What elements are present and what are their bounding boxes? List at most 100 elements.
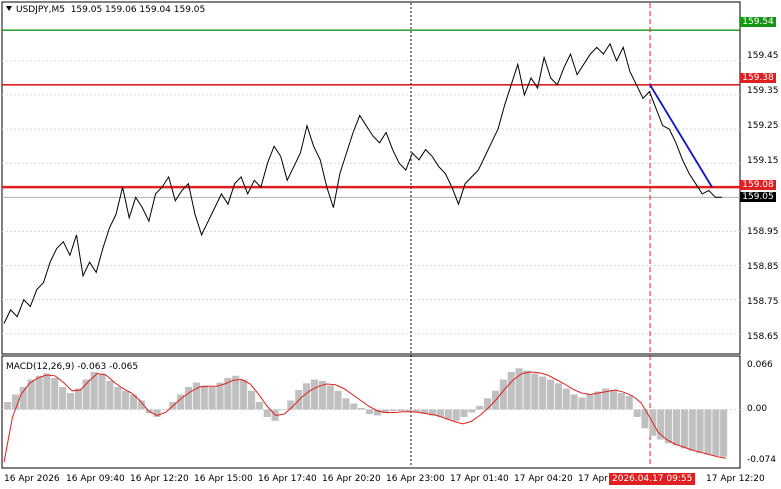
macd-histogram-bar: [688, 409, 696, 451]
macd-histogram-bar: [617, 393, 625, 410]
time-label: 16 Apr 15:00: [194, 474, 253, 484]
time-label: 16 Apr 09:40: [66, 474, 125, 484]
ohlc-values: 159.05 159.06 159.04 159.05: [70, 5, 206, 15]
macd-histogram-bar: [578, 397, 586, 410]
time-label: 17 Apr 0: [578, 474, 617, 484]
macd-histogram-bar: [460, 409, 468, 417]
macd-histogram-bar: [90, 372, 98, 410]
macd-histogram-bar: [452, 409, 460, 421]
price-tick: 159.25: [747, 121, 779, 131]
macd-histogram-bar: [484, 398, 492, 410]
macd-histogram-bar: [672, 409, 680, 446]
price-tick: 159.45: [747, 51, 779, 61]
macd-histogram-bar: [468, 409, 476, 413]
macd-histogram-bar: [696, 409, 704, 453]
time-label: 16 Apr 20:20: [322, 474, 381, 484]
time-label: 16 Apr 17:40: [258, 474, 317, 484]
macd-histogram-bar: [303, 383, 311, 410]
macd-histogram-bar: [318, 381, 326, 410]
macd-histogram-bar: [413, 409, 421, 413]
macd-histogram-bar: [122, 390, 130, 410]
macd-histogram-bar: [515, 368, 523, 410]
macd-histogram-bar: [59, 387, 67, 410]
macd-histogram-bar: [665, 409, 673, 444]
level-tag-red-upper: 159.38: [740, 73, 776, 83]
macd-histogram-bar: [712, 409, 720, 456]
caret-down-icon[interactable]: [6, 6, 12, 11]
macd-histogram-bar: [633, 409, 641, 417]
macd-histogram-bar: [185, 387, 193, 410]
price-tick: 158.85: [747, 262, 779, 272]
macd-histogram-bar: [279, 409, 287, 410]
macd-histogram-bar: [350, 403, 358, 410]
macd-histogram-bar: [523, 370, 531, 410]
crosshair-time-label: 2026.04.17 09:55: [609, 473, 696, 485]
macd-histogram-bar: [531, 373, 539, 410]
macd-histogram-bar: [610, 390, 618, 410]
macd-histogram-bar: [248, 390, 256, 410]
symbol-label: USDJPY,M5: [16, 5, 65, 15]
macd-histogram-bar: [704, 409, 712, 455]
macd-tick: -0.074: [747, 455, 777, 465]
macd-histogram-bar: [232, 375, 240, 410]
macd-histogram-bar: [499, 379, 507, 410]
current-price-tag: 159.05: [740, 192, 776, 202]
macd-histogram-bar: [680, 409, 688, 449]
macd-histogram-bar: [4, 402, 12, 410]
price-line: [3, 42, 722, 324]
macd-histogram-bar: [27, 379, 35, 410]
time-label: 17 Apr 04:20: [514, 474, 573, 484]
macd-histogram-bar: [161, 409, 169, 410]
macd-histogram-bar: [554, 383, 562, 410]
macd-pane-frame: [1, 355, 741, 469]
macd-histogram-bar: [177, 394, 185, 410]
macd-histogram-bar: [192, 382, 200, 410]
macd-histogram-bar: [594, 391, 602, 410]
chart-title: USDJPY,M5 159.05 159.06 159.04 159.05: [6, 5, 205, 15]
macd-histogram-bar: [641, 409, 649, 429]
macd-histogram-bar: [586, 394, 594, 410]
macd-histogram-bar: [263, 409, 271, 417]
macd-histogram-bar: [240, 379, 248, 410]
macd-histogram-bar: [570, 394, 578, 410]
macd-histogram-bar: [114, 387, 122, 410]
macd-histogram-bar: [507, 372, 515, 410]
time-label: 17 Apr 12:20: [706, 474, 765, 484]
macd-histogram-bar: [429, 409, 437, 416]
macd-histogram-bar: [51, 378, 59, 410]
macd-histogram-bar: [11, 394, 19, 410]
macd-histogram-bar: [342, 398, 350, 410]
macd-label: MACD(12,26,9) -0.063 -0.065: [6, 362, 139, 372]
macd-histogram-bar: [98, 373, 106, 410]
price-tick: 158.95: [747, 227, 779, 237]
price-tick: 159.15: [747, 156, 779, 166]
price-tick: 158.75: [747, 297, 779, 307]
macd-histogram-bar: [562, 388, 570, 410]
macd-histogram-bar: [19, 387, 27, 410]
price-tick: 159.35: [747, 86, 779, 96]
macd-histogram-bar: [35, 375, 43, 410]
macd-histogram-bar: [720, 409, 728, 457]
macd-histogram-bar: [373, 409, 381, 416]
macd-histogram-bar: [657, 409, 665, 440]
macd-histogram-bar: [436, 409, 444, 417]
price-tick: 158.65: [747, 332, 779, 342]
macd-histogram-bar: [444, 409, 452, 420]
macd-histogram-bar: [216, 382, 224, 410]
macd-histogram-bar: [547, 379, 555, 410]
time-label: 16 Apr 12:20: [130, 474, 189, 484]
macd-histogram-bar: [326, 385, 334, 410]
macd-histogram-bar: [310, 379, 318, 410]
macd-tick: 0.066: [747, 360, 773, 370]
macd-histogram-bar: [153, 409, 161, 417]
macd-histogram-bar: [625, 396, 633, 410]
time-label: 16 Apr 2026: [4, 474, 60, 484]
macd-histogram-bar: [74, 388, 82, 410]
level-tag-green: 159.54: [740, 17, 776, 27]
price-pane-frame: [1, 1, 741, 355]
macd-histogram-bar: [539, 376, 547, 410]
macd-histogram-bar: [67, 393, 75, 410]
macd-histogram-bar: [334, 390, 342, 410]
macd-histogram-bar: [358, 408, 366, 410]
